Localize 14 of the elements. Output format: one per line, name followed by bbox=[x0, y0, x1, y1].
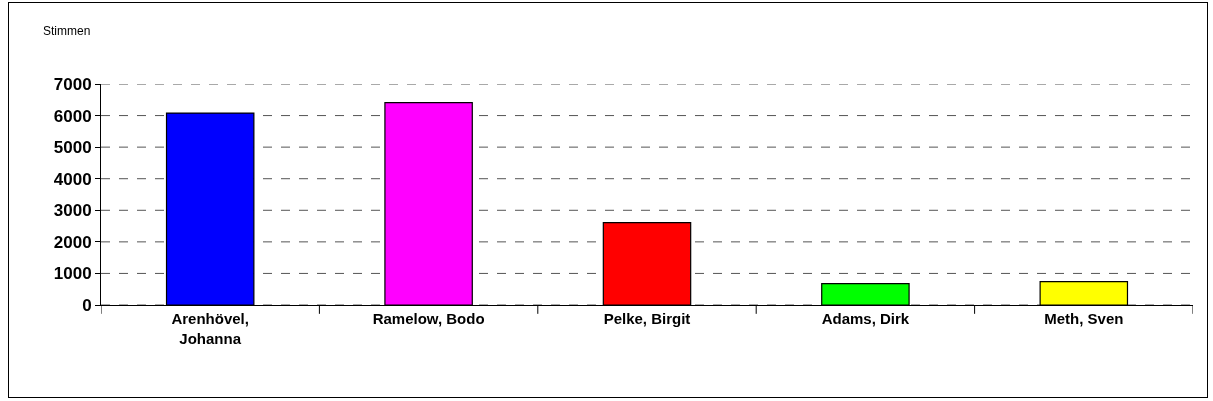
y-axis-title: Stimmen bbox=[43, 24, 91, 38]
y-tick-label: 5000 bbox=[53, 138, 92, 158]
x-tick-label: Adams, Dirk bbox=[821, 310, 910, 327]
y-tick-label: 3000 bbox=[53, 201, 92, 221]
x-tick-label: Pelke, Birgit bbox=[603, 310, 691, 327]
y-tick-label: 0 bbox=[82, 295, 92, 315]
x-tick-label: Ramelow, Bodo bbox=[372, 310, 485, 327]
y-tick-label: 4000 bbox=[53, 169, 92, 189]
y-tick-label: 1000 bbox=[53, 264, 92, 284]
y-tick-label: 6000 bbox=[53, 106, 92, 126]
x-tick-label: Arenhövel, Johanna bbox=[171, 310, 249, 347]
x-tick-label: Meth, Sven bbox=[1044, 310, 1124, 327]
y-tick-label: 2000 bbox=[53, 232, 92, 252]
y-tick-label: 7000 bbox=[53, 74, 92, 94]
